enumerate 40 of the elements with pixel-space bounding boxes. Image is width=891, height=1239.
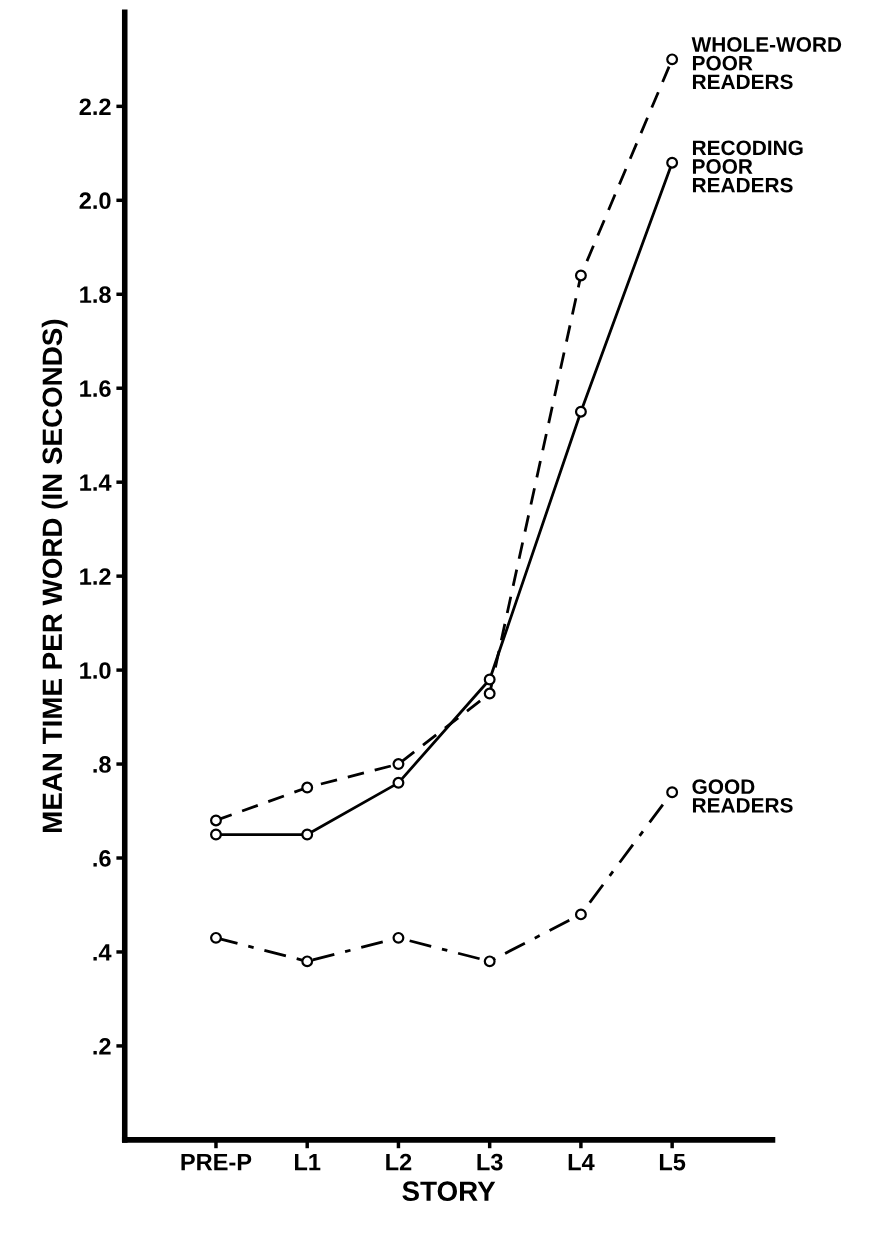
point — [666, 53, 679, 66]
series-label: GOOD READERS — [692, 779, 793, 813]
point — [392, 931, 405, 944]
x-tick-label: L4 — [568, 1153, 595, 1171]
x-tick-label: PRE-P — [181, 1153, 252, 1171]
point — [301, 781, 314, 794]
point — [574, 405, 587, 418]
x-tick-label: L5 — [659, 1153, 686, 1171]
point — [210, 814, 222, 827]
point — [392, 758, 405, 771]
point — [483, 955, 496, 968]
series-label: RECODING POOR READERS — [692, 140, 803, 193]
point — [210, 828, 222, 841]
x-tick-label: L3 — [477, 1153, 503, 1171]
y-tick-label: .2 — [93, 1037, 111, 1055]
point — [301, 955, 314, 968]
x-axis-title: STORY — [402, 1181, 496, 1202]
point — [666, 786, 679, 799]
y-tick-label: 1.8 — [80, 286, 111, 304]
point — [666, 156, 679, 169]
y-tick-label: .6 — [93, 850, 111, 867]
y-tick-label: .8 — [93, 756, 111, 773]
y-tick-label: 2.0 — [79, 192, 111, 210]
y-tick-label: 1.2 — [80, 568, 111, 585]
point — [210, 931, 222, 944]
y-tick-label: 1.4 — [80, 474, 112, 491]
y-tick-label: 2.2 — [79, 98, 111, 115]
point — [483, 687, 496, 700]
y-tick-label: 1.0 — [80, 662, 111, 679]
point — [483, 673, 496, 686]
point — [301, 828, 314, 841]
point — [574, 269, 587, 282]
y-tick-label: .4 — [93, 944, 112, 961]
point — [392, 776, 405, 789]
point — [574, 908, 587, 921]
x-tick-label: L2 — [386, 1153, 412, 1171]
y-tick-label: 1.6 — [80, 380, 111, 398]
y-axis-title: MEAN TIME PER WORD (IN SECONDS) — [41, 319, 68, 832]
series-label: WHOLE-WORD POOR READERS — [691, 37, 842, 90]
x-tick-label: L1 — [295, 1153, 321, 1171]
